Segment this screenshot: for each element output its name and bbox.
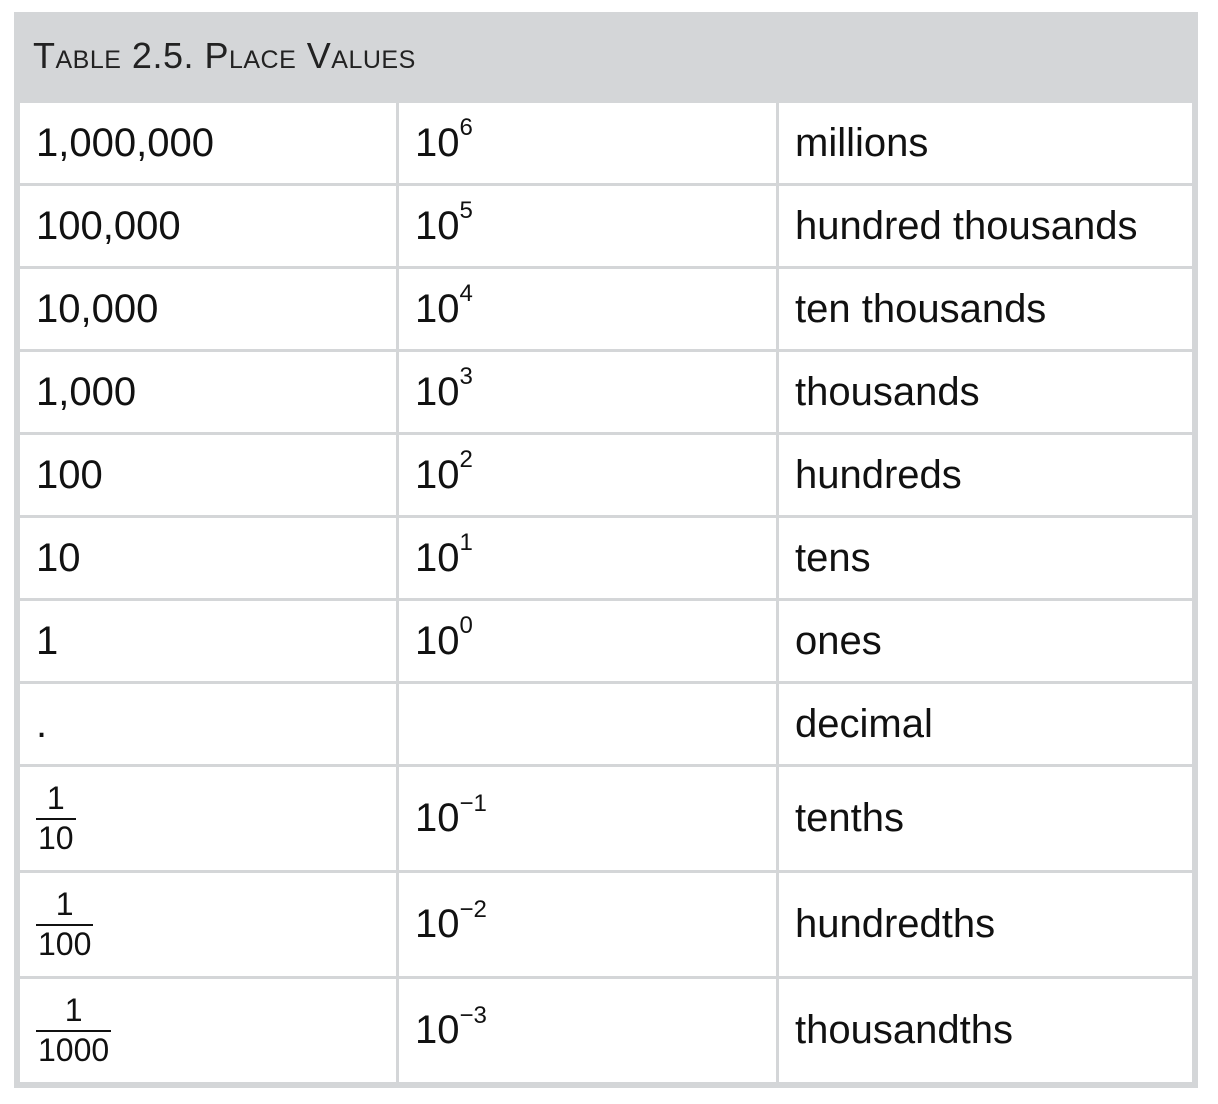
power-of-ten-cell: 106 bbox=[396, 100, 779, 186]
power-base: 10 bbox=[415, 535, 460, 580]
fraction-numerator: 1 bbox=[64, 991, 83, 1028]
standard-value-cell: 1 1000 bbox=[17, 976, 399, 1085]
standard-value-cell: 100 bbox=[17, 432, 399, 518]
power-exponent: 2 bbox=[459, 446, 473, 474]
fraction: 1 10 bbox=[36, 779, 76, 856]
power-base: 10 bbox=[415, 203, 460, 248]
place-name-cell: hundred thousands bbox=[776, 183, 1195, 269]
power-of-ten-cell: 101 bbox=[396, 515, 779, 601]
place-name-cell: ten thousands bbox=[776, 266, 1195, 352]
table-row: 1,000,000 106 millions bbox=[17, 100, 1195, 186]
place-name-cell: decimal bbox=[776, 681, 1195, 767]
power-base: 10 bbox=[415, 452, 460, 497]
standard-value-cell: 10,000 bbox=[17, 266, 399, 352]
power-exponent: 6 bbox=[459, 114, 473, 142]
standard-value-cell: . bbox=[17, 681, 399, 767]
power-exponent: 3 bbox=[459, 363, 473, 391]
table-row: 1 1000 10−3 thousandths bbox=[17, 976, 1195, 1085]
fraction-denominator: 100 bbox=[36, 923, 94, 962]
power-of-ten-cell: 105 bbox=[396, 183, 779, 269]
table-row: 1,000 103 thousands bbox=[17, 349, 1195, 435]
power-exponent: 4 bbox=[459, 280, 473, 308]
table-row: 100 102 hundreds bbox=[17, 432, 1195, 518]
standard-value-cell: 1 bbox=[17, 598, 399, 684]
table-row: 1 10 10−1 tenths bbox=[17, 764, 1195, 873]
power-base: 10 bbox=[415, 1008, 460, 1052]
power-base: 10 bbox=[415, 369, 460, 414]
power-exponent: 0 bbox=[459, 612, 473, 640]
power-exponent: −2 bbox=[459, 895, 487, 923]
power-base: 10 bbox=[415, 796, 460, 840]
standard-value-cell: 1,000 bbox=[17, 349, 399, 435]
power-exponent: 1 bbox=[459, 529, 473, 557]
place-name-cell: millions bbox=[776, 100, 1195, 186]
power-of-ten-cell: 102 bbox=[396, 432, 779, 518]
table-row: . decimal bbox=[17, 681, 1195, 767]
place-name-cell: tens bbox=[776, 515, 1195, 601]
power-of-ten-cell bbox=[396, 681, 779, 767]
power-base: 10 bbox=[415, 902, 460, 946]
place-name-cell: hundredths bbox=[776, 870, 1195, 979]
fraction: 1 100 bbox=[36, 885, 94, 962]
power-exponent: 5 bbox=[459, 197, 473, 225]
fraction-numerator: 1 bbox=[46, 779, 65, 816]
table-row: 10 101 tens bbox=[17, 515, 1195, 601]
power-base: 10 bbox=[415, 618, 460, 663]
power-of-ten-cell: 10−3 bbox=[396, 976, 779, 1085]
power-exponent: −3 bbox=[459, 1001, 487, 1029]
place-name-cell: tenths bbox=[776, 764, 1195, 873]
fraction-denominator: 10 bbox=[36, 817, 76, 856]
power-base: 10 bbox=[415, 120, 460, 165]
standard-value-cell: 1 100 bbox=[17, 870, 399, 979]
table-row: 100,000 105 hundred thousands bbox=[17, 183, 1195, 269]
table-row: 1 100 10−2 hundredths bbox=[17, 870, 1195, 979]
power-exponent: −1 bbox=[459, 789, 487, 817]
power-of-ten-cell: 104 bbox=[396, 266, 779, 352]
fraction-denominator: 1000 bbox=[36, 1029, 112, 1068]
fraction: 1 1000 bbox=[36, 991, 112, 1068]
standard-value-cell: 1 10 bbox=[17, 764, 399, 873]
place-name-cell: ones bbox=[776, 598, 1195, 684]
standard-value-cell: 100,000 bbox=[17, 183, 399, 269]
place-values-grid: 1,000,000 106 millions 100,000 105 hundr… bbox=[17, 100, 1195, 1085]
place-name-cell: thousands bbox=[776, 349, 1195, 435]
power-of-ten-cell: 100 bbox=[396, 598, 779, 684]
power-of-ten-cell: 103 bbox=[396, 349, 779, 435]
power-base: 10 bbox=[415, 286, 460, 331]
standard-value-cell: 1,000,000 bbox=[17, 100, 399, 186]
standard-value-cell: 10 bbox=[17, 515, 399, 601]
table-row: 1 100 ones bbox=[17, 598, 1195, 684]
table-row: 10,000 104 ten thousands bbox=[17, 266, 1195, 352]
power-of-ten-cell: 10−2 bbox=[396, 870, 779, 979]
place-values-table: Table 2.5. Place Values 1,000,000 106 mi… bbox=[14, 12, 1198, 1088]
place-name-cell: hundreds bbox=[776, 432, 1195, 518]
place-name-cell: thousandths bbox=[776, 976, 1195, 1085]
fraction-numerator: 1 bbox=[55, 885, 74, 922]
table-caption: Table 2.5. Place Values bbox=[33, 35, 416, 76]
power-of-ten-cell: 10−1 bbox=[396, 764, 779, 873]
